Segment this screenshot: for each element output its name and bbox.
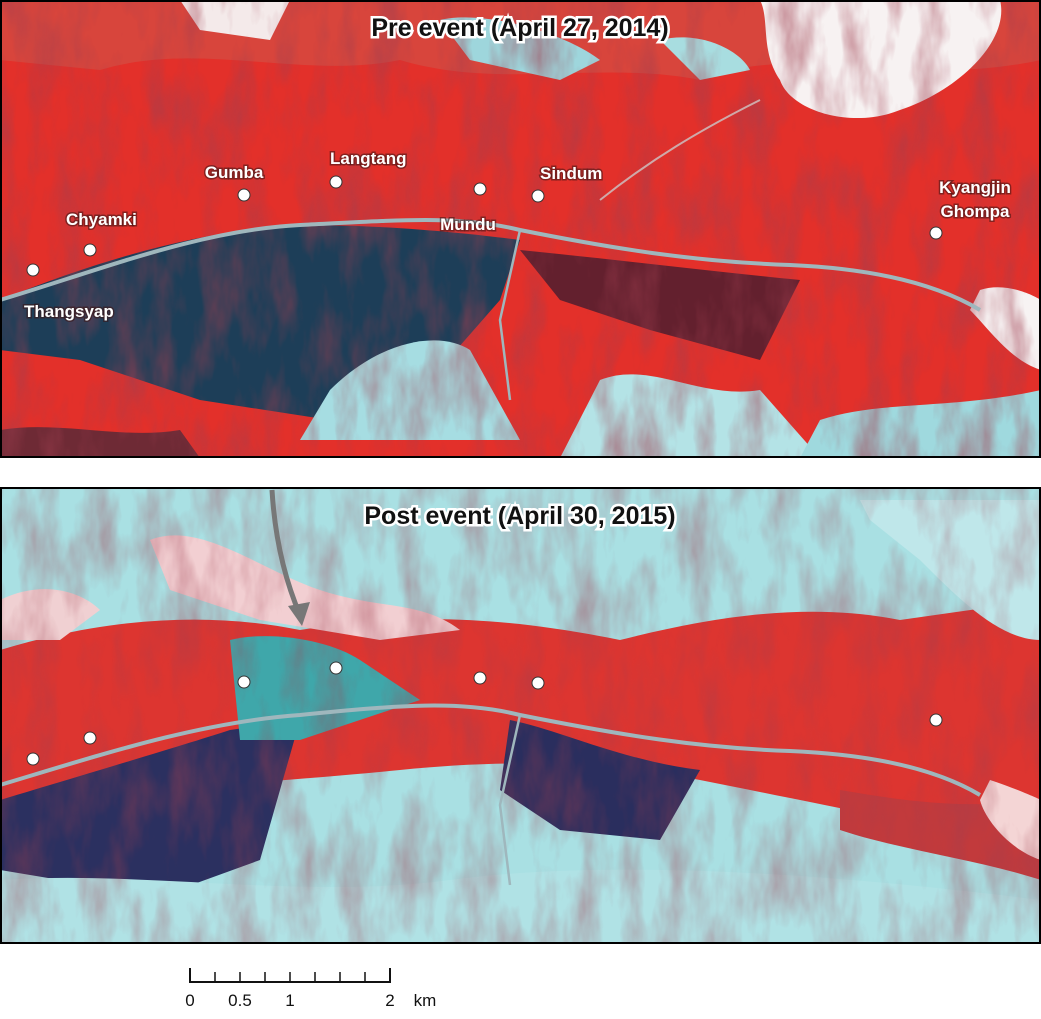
place-dot — [329, 175, 343, 189]
pre-frame — [0, 0, 1041, 458]
place-label: Ghompa — [941, 202, 1010, 221]
post-frame — [0, 487, 1041, 944]
scale-label: 2 — [385, 991, 394, 1010]
place-label: Gumba — [205, 163, 264, 182]
place-label: Kyangjin — [939, 178, 1011, 197]
place-dot — [26, 263, 40, 277]
place-label: Mundu — [440, 215, 496, 234]
place-dot — [83, 243, 97, 257]
place-dot — [237, 675, 251, 689]
scale-unit: km — [414, 991, 437, 1010]
panel-title: Pre event (April 27, 2014) — [371, 14, 668, 42]
place-label: Langtang — [330, 149, 407, 168]
place-dot — [473, 671, 487, 685]
post-image — [1, 488, 1040, 943]
scale-label: 0.5 — [228, 991, 252, 1010]
place-dot — [929, 713, 943, 727]
place-label: Thangsyap — [24, 302, 114, 321]
place-dot — [83, 731, 97, 745]
place-dot — [473, 182, 487, 196]
place-dot — [329, 661, 343, 675]
pre-image — [1, 1, 1040, 457]
place-dot — [531, 676, 545, 690]
scale-label: 1 — [285, 991, 294, 1010]
place-dot — [929, 226, 943, 240]
place-label: Sindum — [540, 164, 602, 183]
arrow-head — [288, 602, 310, 626]
place-dot — [531, 189, 545, 203]
scale-label: 0 — [185, 991, 194, 1010]
place-dot — [237, 188, 251, 202]
place-label: Chyamki — [66, 210, 137, 229]
arrow — [269, 489, 303, 616]
scale-bar: 0 0.5 1 2 km — [185, 968, 436, 1010]
panel-title: Post event (April 30, 2015) — [364, 502, 675, 530]
place-dot — [26, 752, 40, 766]
